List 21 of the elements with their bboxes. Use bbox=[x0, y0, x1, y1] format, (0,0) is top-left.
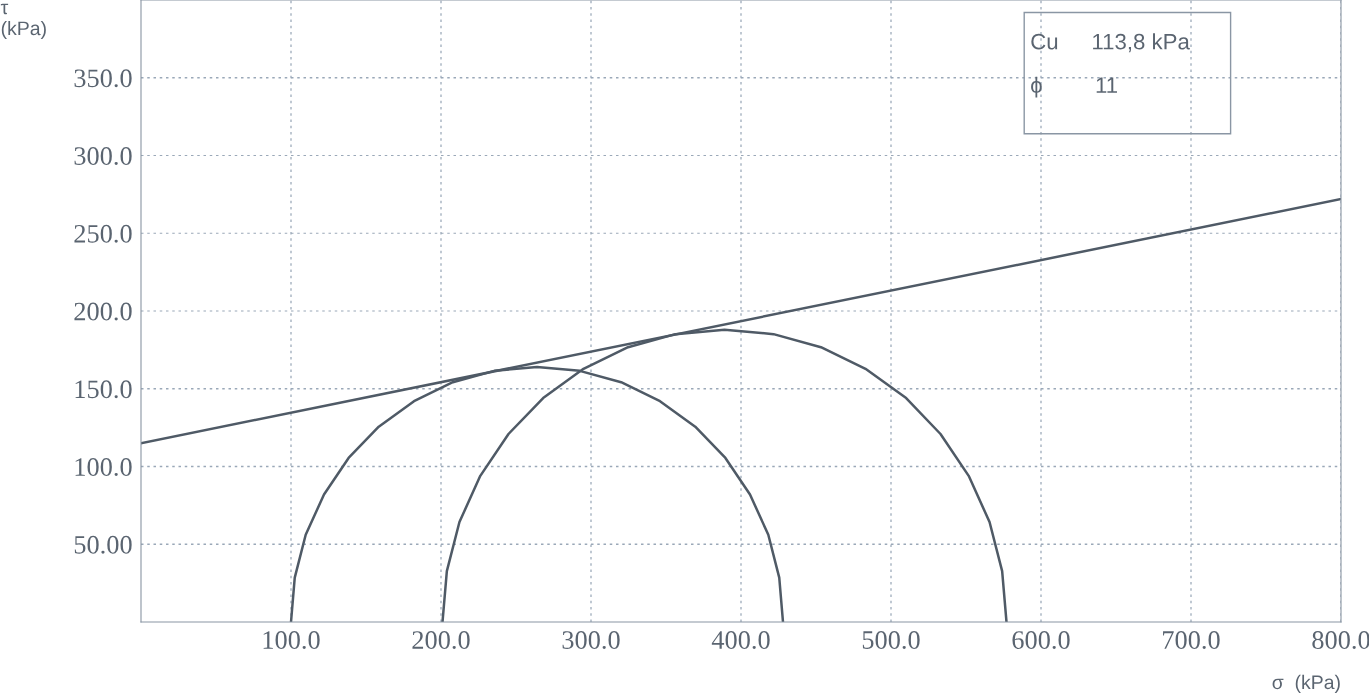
annotation: Cu bbox=[1031, 33, 1058, 50]
x-tick-label: 400.0 bbox=[711, 631, 770, 650]
y-tick-label: 300.0 bbox=[74, 147, 132, 166]
annotation: 113,8 kPa bbox=[1093, 33, 1190, 53]
y-tick-label: 50.00 bbox=[74, 535, 132, 554]
y-axis-title: τ (kPa) bbox=[0, 3, 46, 40]
annotation: 11 bbox=[1096, 77, 1117, 93]
x-tick-label: 600.0 bbox=[1012, 631, 1070, 650]
y-tick-label: 150.0 bbox=[75, 380, 132, 399]
x-tick-label: 500.0 bbox=[862, 631, 920, 650]
x-tick-label: 700.0 bbox=[1163, 631, 1220, 650]
x-tick-label: 100.0 bbox=[263, 631, 320, 650]
y-tick-label: 200.0 bbox=[74, 302, 132, 321]
x-tick-label: 200.0 bbox=[412, 631, 470, 650]
x-tick-label: 800.0 bbox=[1312, 631, 1369, 650]
y-tick-label: 100.0 bbox=[75, 458, 132, 477]
x-tick-label: 300.0 bbox=[562, 631, 620, 650]
y-tick-label: 250.0 bbox=[74, 224, 132, 243]
y-tick-label: 350.0 bbox=[74, 69, 132, 88]
annotation: ϕ bbox=[1031, 76, 1042, 98]
x-axis-title: σ (kPa) bbox=[1272, 674, 1340, 693]
